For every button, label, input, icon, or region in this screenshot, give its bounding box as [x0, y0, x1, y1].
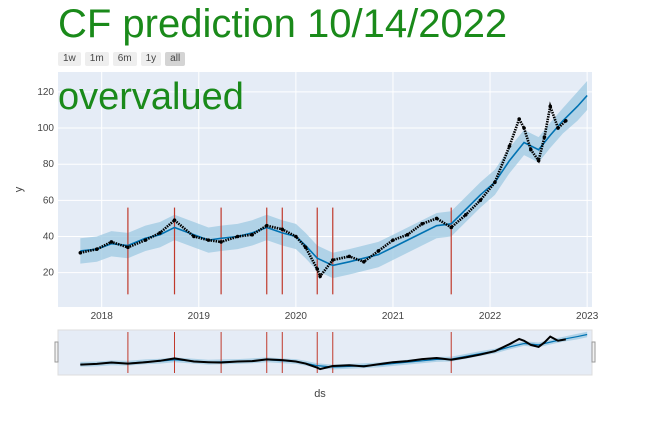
observed-point	[536, 158, 541, 163]
range-button-6m[interactable]: 6m	[112, 52, 137, 66]
observed-point	[405, 232, 410, 237]
valuation-annotation: overvalued	[58, 76, 244, 118]
observed-point	[264, 223, 269, 228]
observed-point	[318, 274, 322, 279]
rangeslider-right-handle[interactable]	[591, 341, 596, 363]
range-selector: 1w 1m 6m 1y all	[58, 52, 186, 66]
x-tick-label: 2022	[479, 311, 502, 322]
x-axis-label: ds	[314, 388, 326, 400]
observed-point	[303, 245, 308, 250]
observed-point	[95, 247, 99, 251]
observed-point	[109, 240, 114, 244]
observed-point	[478, 198, 483, 203]
observed-point	[250, 232, 254, 237]
observed-point	[235, 234, 240, 239]
observed-point	[362, 260, 366, 264]
x-tick-label: 2023	[576, 311, 599, 322]
observed-point	[158, 231, 162, 235]
observed-point	[507, 144, 512, 148]
rangeslider-forecast-line	[80, 333, 588, 368]
rangeslider-observed	[80, 335, 566, 371]
chart-title: CF prediction 10/14/2022	[58, 2, 508, 46]
y-tick-label: 40	[43, 232, 55, 243]
observed-point	[294, 234, 298, 239]
y-tick-label: 20	[43, 268, 55, 279]
observed-point	[563, 119, 568, 123]
rangeslider-band	[80, 331, 588, 370]
x-tick-label: 2019	[188, 311, 211, 322]
range-button-1w[interactable]: 1w	[58, 52, 81, 66]
observed-point	[542, 135, 547, 139]
x-tick-label: 2021	[382, 311, 405, 322]
observed-point	[391, 238, 395, 242]
observed-point	[376, 249, 381, 253]
observed-point	[517, 117, 521, 121]
observed-point	[280, 227, 285, 232]
observed-point	[434, 216, 439, 221]
observed-point	[548, 104, 553, 109]
observed-point	[493, 180, 497, 185]
observed-point	[529, 147, 533, 152]
observed-point	[126, 245, 130, 250]
observed-point	[556, 126, 560, 130]
forecast-line	[80, 94, 588, 267]
y-tick-label: 120	[37, 87, 54, 98]
observed-point	[219, 240, 223, 244]
range-button-1y[interactable]: 1y	[140, 52, 162, 66]
x-tick-label: 2020	[285, 311, 308, 322]
observed-point	[347, 254, 352, 259]
range-button-all[interactable]: all	[165, 52, 186, 66]
x-tick-label: 2018	[91, 311, 114, 322]
observed-point	[330, 258, 335, 262]
y-tick-label: 60	[43, 195, 55, 206]
observed-point	[192, 234, 196, 239]
observed-point	[172, 218, 177, 223]
observed-point	[315, 267, 320, 271]
y-axis-label: y	[13, 186, 25, 192]
y-tick-label: 100	[37, 123, 54, 134]
observed-point	[463, 213, 468, 217]
uncertainty-band	[80, 81, 588, 279]
observed-point	[78, 250, 83, 255]
observed-point	[420, 222, 424, 226]
observed-point	[206, 238, 211, 242]
y-tick-label: 80	[43, 159, 55, 170]
range-button-1m[interactable]: 1m	[84, 52, 109, 66]
observed-point	[143, 238, 148, 242]
observed-point	[449, 225, 454, 230]
rangeslider-left-handle[interactable]	[54, 341, 59, 363]
observed-point	[522, 126, 526, 130]
